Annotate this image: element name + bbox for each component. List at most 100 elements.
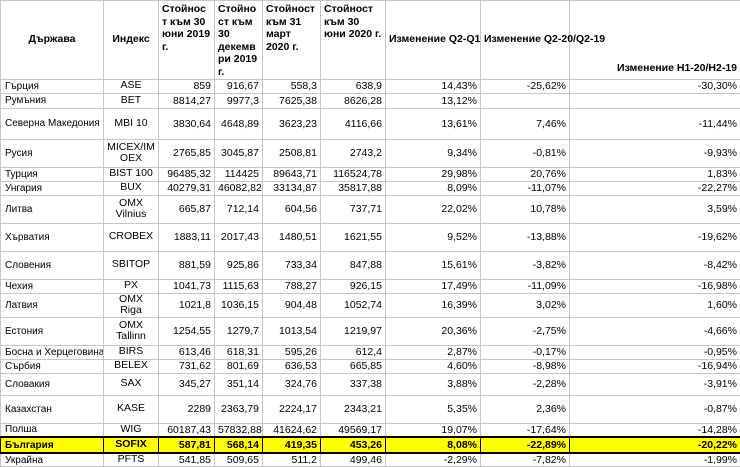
cell-country[interactable]: Полша	[1, 423, 104, 437]
cell-change[interactable]: -13,88%	[481, 223, 570, 251]
cell-value[interactable]: 595,26	[263, 345, 321, 359]
cell-change[interactable]: -4,66%	[570, 317, 740, 345]
cell-value[interactable]: 4116,66	[321, 108, 386, 139]
cell-value[interactable]: 1480,51	[263, 223, 321, 251]
cell-value[interactable]: 1052,74	[321, 293, 386, 317]
cell-value[interactable]: 511,2	[263, 453, 321, 467]
cell-value[interactable]: 801,69	[215, 359, 263, 373]
cell-value[interactable]: 2765,85	[159, 139, 215, 167]
cell-value[interactable]: 33134,87	[263, 181, 321, 195]
cell-country[interactable]: Литва	[1, 195, 104, 223]
cell-value[interactable]: 904,48	[263, 293, 321, 317]
cell-change[interactable]: -30,30%	[570, 79, 740, 93]
cell-value[interactable]: 1219,97	[321, 317, 386, 345]
cell-value[interactable]: 9977,3	[215, 93, 263, 108]
cell-value[interactable]: 638,9	[321, 79, 386, 93]
cell-change[interactable]: -3,82%	[481, 251, 570, 279]
cell-change[interactable]: 7,46%	[481, 108, 570, 139]
cell-country[interactable]: Естония	[1, 317, 104, 345]
cell-change[interactable]: -9,93%	[570, 139, 740, 167]
cell-value[interactable]: 926,15	[321, 279, 386, 293]
cell-change[interactable]: 22,02%	[386, 195, 481, 223]
cell-change[interactable]: 8,09%	[386, 181, 481, 195]
cell-change[interactable]: -0,95%	[570, 345, 740, 359]
cell-change[interactable]: -11,44%	[570, 108, 740, 139]
cell-value[interactable]: 2508,81	[263, 139, 321, 167]
cell-value[interactable]: 57832,88	[215, 423, 263, 437]
header-value-mar-2020[interactable]: Стойност към 31 март 2020 г.	[263, 1, 321, 80]
cell-value[interactable]: 1013,54	[263, 317, 321, 345]
cell-index[interactable]: SBITOP	[104, 251, 159, 279]
cell-change[interactable]: -3,91%	[570, 373, 740, 395]
cell-change[interactable]: 16,39%	[386, 293, 481, 317]
cell-change[interactable]: -0,17%	[481, 345, 570, 359]
cell-value[interactable]: 665,85	[321, 359, 386, 373]
cell-index[interactable]: BELEX	[104, 359, 159, 373]
cell-change[interactable]: 5,35%	[386, 395, 481, 423]
cell-change[interactable]: 13,12%	[386, 93, 481, 108]
cell-value[interactable]: 60187,43	[159, 423, 215, 437]
cell-value[interactable]: 925,86	[215, 251, 263, 279]
cell-index[interactable]: PFTS	[104, 453, 159, 467]
cell-change[interactable]: -0,87%	[570, 395, 740, 423]
cell-index[interactable]: SOFIX	[104, 437, 159, 453]
cell-value[interactable]: 731,62	[159, 359, 215, 373]
cell-index[interactable]: MBI 10	[104, 108, 159, 139]
cell-change[interactable]: 3,88%	[386, 373, 481, 395]
cell-country[interactable]: Русия	[1, 139, 104, 167]
cell-value[interactable]: 881,59	[159, 251, 215, 279]
cell-change[interactable]: 3,02%	[481, 293, 570, 317]
cell-value[interactable]: 737,71	[321, 195, 386, 223]
cell-country[interactable]: България	[1, 437, 104, 453]
cell-value[interactable]: 8814,27	[159, 93, 215, 108]
cell-index[interactable]: ASE	[104, 79, 159, 93]
cell-country[interactable]: Украйна	[1, 453, 104, 467]
cell-value[interactable]: 2224,17	[263, 395, 321, 423]
cell-value[interactable]: 453,26	[321, 437, 386, 453]
cell-value[interactable]: 1883,11	[159, 223, 215, 251]
cell-index[interactable]: CROBEX	[104, 223, 159, 251]
cell-change[interactable]: -8,98%	[481, 359, 570, 373]
cell-change[interactable]: -8,42%	[570, 251, 740, 279]
cell-change[interactable]	[570, 93, 740, 108]
cell-value[interactable]: 916,67	[215, 79, 263, 93]
cell-country[interactable]: Босна и Херцеговина	[1, 345, 104, 359]
cell-value[interactable]: 587,81	[159, 437, 215, 453]
cell-index[interactable]: WIG	[104, 423, 159, 437]
cell-value[interactable]: 859	[159, 79, 215, 93]
cell-value[interactable]: 636,53	[263, 359, 321, 373]
cell-value[interactable]: 96485,32	[159, 167, 215, 181]
cell-value[interactable]: 558,3	[263, 79, 321, 93]
cell-index[interactable]: BET	[104, 93, 159, 108]
cell-country[interactable]: Чехия	[1, 279, 104, 293]
cell-value[interactable]: 733,34	[263, 251, 321, 279]
cell-change[interactable]: -11,07%	[481, 181, 570, 195]
cell-index[interactable]: KASE	[104, 395, 159, 423]
cell-change[interactable]: -11,09%	[481, 279, 570, 293]
cell-value[interactable]: 89643,71	[263, 167, 321, 181]
cell-value[interactable]: 2743,2	[321, 139, 386, 167]
cell-value[interactable]: 345,27	[159, 373, 215, 395]
cell-index[interactable]: OMX Tallinn	[104, 317, 159, 345]
cell-value[interactable]: 114425	[215, 167, 263, 181]
cell-value[interactable]: 4648,89	[215, 108, 263, 139]
cell-value[interactable]: 1621,55	[321, 223, 386, 251]
cell-country[interactable]: Латвия	[1, 293, 104, 317]
cell-value[interactable]: 509,65	[215, 453, 263, 467]
cell-country[interactable]: Румъния	[1, 93, 104, 108]
cell-change[interactable]: -25,62%	[481, 79, 570, 93]
header-value-jun-2020[interactable]: Стойност към 30 юни 2020 г.	[321, 1, 386, 80]
cell-index[interactable]: BIST 100	[104, 167, 159, 181]
cell-change[interactable]: -16,94%	[570, 359, 740, 373]
header-country[interactable]: Държава	[1, 1, 104, 80]
cell-value[interactable]: 499,46	[321, 453, 386, 467]
cell-index[interactable]: MICEX/IMOEX	[104, 139, 159, 167]
header-change-q2-20-q2-19[interactable]: Изменение Q2-20/Q2-19	[481, 1, 570, 80]
cell-country[interactable]: Северна Македония	[1, 108, 104, 139]
cell-change[interactable]: 4,60%	[386, 359, 481, 373]
cell-value[interactable]: 1021,8	[159, 293, 215, 317]
cell-change[interactable]: -2,29%	[386, 453, 481, 467]
cell-change[interactable]: -20,22%	[570, 437, 740, 453]
cell-change[interactable]: -2,28%	[481, 373, 570, 395]
cell-value[interactable]: 2363,79	[215, 395, 263, 423]
